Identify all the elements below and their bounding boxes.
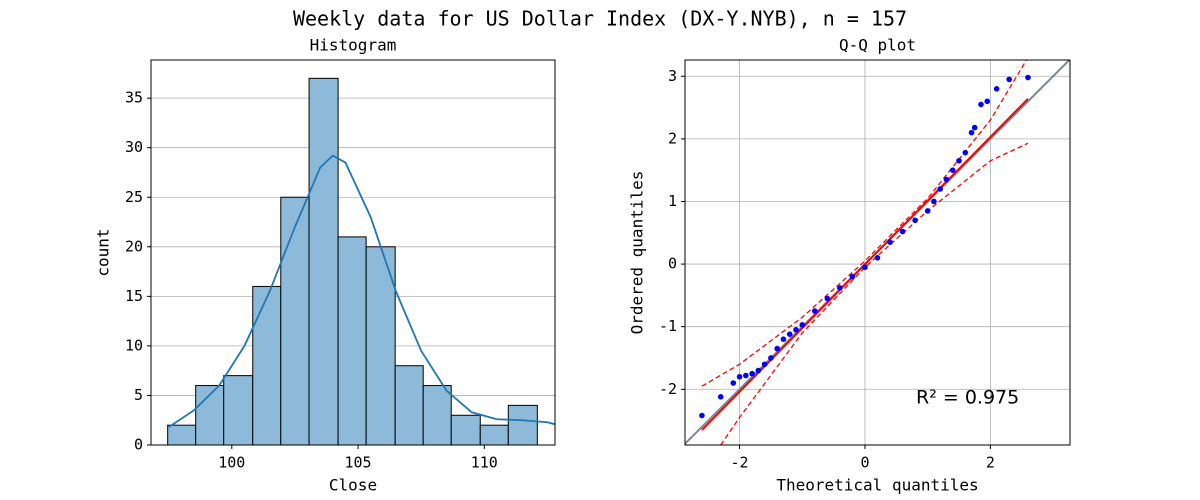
bar <box>280 196 310 445</box>
y-tick-label: 35 <box>125 89 143 107</box>
y-tick-label: 25 <box>125 188 143 206</box>
point <box>971 124 978 131</box>
point <box>937 186 944 192</box>
x-axis-label: Close <box>329 476 377 495</box>
point <box>1025 74 1031 81</box>
y-tick-label: 10 <box>125 336 143 354</box>
point <box>931 198 937 205</box>
x-tick-label: 2 <box>986 454 995 472</box>
x-tick-label: 0 <box>860 454 869 472</box>
y-tick-label: 2 <box>668 129 677 147</box>
point <box>736 373 743 380</box>
x-tick-label: -2 <box>731 454 749 472</box>
line <box>701 98 1029 431</box>
point <box>874 255 881 261</box>
point <box>761 361 768 368</box>
axes-frame <box>150 59 556 446</box>
bar <box>337 236 367 445</box>
point <box>912 217 918 224</box>
y-tick-label: 15 <box>125 287 143 305</box>
point <box>849 273 856 280</box>
point <box>837 285 843 291</box>
point <box>749 370 755 377</box>
point <box>768 355 774 361</box>
point <box>1006 76 1012 83</box>
point <box>755 367 762 374</box>
point <box>824 295 831 302</box>
y-tick-label: 0 <box>668 255 677 273</box>
axes-frame <box>684 59 1071 446</box>
figure-title: Weekly data for US Dollar Index (DX-Y.NY… <box>293 7 907 31</box>
point <box>993 85 1000 92</box>
point <box>811 308 818 314</box>
plot-area <box>685 60 1070 445</box>
x-axis-label: Theoretical quantiles <box>776 476 978 495</box>
point <box>780 336 787 343</box>
point <box>793 327 799 333</box>
axes-title: Q-Q plot <box>839 36 916 55</box>
y-tick-label: 3 <box>668 67 677 85</box>
y-tick-label: 0 <box>134 436 143 454</box>
point <box>730 380 737 386</box>
axes-title: Histogram <box>310 36 397 55</box>
point <box>786 331 793 337</box>
annotation: R² = 0.975 <box>916 387 1019 409</box>
y-axis-label: Ordered quantiles <box>628 171 647 335</box>
x-tick-label: 110 <box>471 454 498 472</box>
x-tick-label: 100 <box>218 454 245 472</box>
y-tick-label: -1 <box>659 317 677 335</box>
point <box>924 208 931 214</box>
y-tick-label: 20 <box>125 237 143 255</box>
line <box>720 142 1029 445</box>
point <box>717 393 724 400</box>
kde-line <box>168 154 555 428</box>
bar <box>308 77 339 445</box>
point <box>968 129 975 136</box>
x-tick-label: 105 <box>345 454 372 472</box>
point <box>984 98 991 105</box>
point <box>962 149 969 156</box>
bar <box>479 424 509 445</box>
bar <box>507 404 538 445</box>
bar <box>223 375 254 445</box>
y-tick-label: 30 <box>125 138 143 156</box>
line <box>701 60 1028 387</box>
bar <box>252 285 282 445</box>
y-tick-label: -2 <box>659 380 677 398</box>
point <box>774 345 780 352</box>
plot-area <box>151 77 555 445</box>
point <box>949 167 956 173</box>
point <box>899 228 906 235</box>
point <box>956 157 962 164</box>
bar <box>167 424 197 445</box>
point <box>743 372 749 379</box>
point <box>699 412 705 419</box>
point <box>862 264 868 271</box>
point <box>799 322 806 328</box>
point <box>887 239 893 245</box>
point <box>978 101 984 108</box>
bar <box>394 365 424 445</box>
point <box>943 176 950 183</box>
y-tick-label: 5 <box>134 386 143 404</box>
bar <box>365 246 396 445</box>
y-tick-label: 1 <box>668 192 677 210</box>
y-axis-label: count <box>94 228 113 276</box>
bar <box>422 385 452 445</box>
bar <box>450 414 481 445</box>
